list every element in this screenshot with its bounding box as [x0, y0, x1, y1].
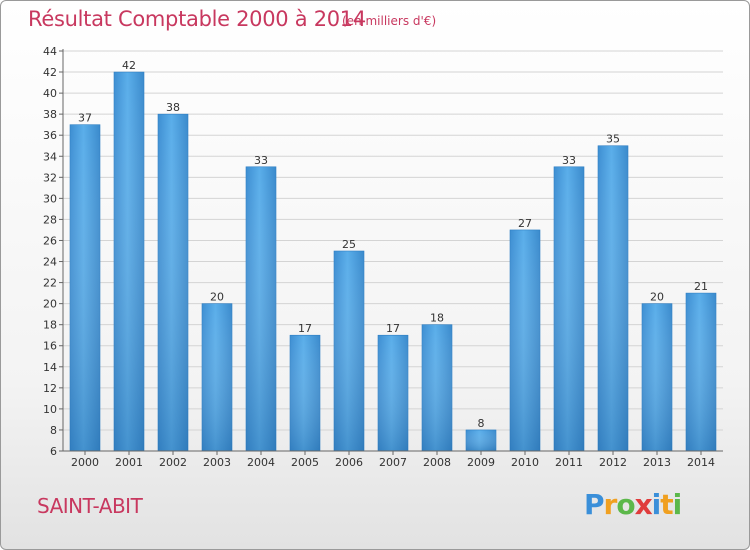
x-tick-label-2001: 2001 [115, 456, 143, 469]
y-tick-label: 40 [43, 87, 57, 100]
bar-shade [158, 114, 188, 451]
x-tick-label-2009: 2009 [467, 456, 495, 469]
x-tick-label-2003: 2003 [203, 456, 231, 469]
y-tick-label: 14 [43, 361, 57, 374]
y-tick-label: 22 [43, 277, 57, 290]
x-tick-label-2010: 2010 [511, 456, 539, 469]
y-tick-label: 24 [43, 256, 57, 269]
x-tick-label-2007: 2007 [379, 456, 407, 469]
bar-shade [114, 72, 144, 451]
bar-shade [466, 429, 496, 451]
y-tick-label: 12 [43, 382, 57, 395]
logo-letter: r [603, 488, 618, 521]
bar-shade [246, 166, 276, 451]
y-tick-label: 34 [43, 150, 57, 163]
location-name: SAINT-ABIT [37, 494, 143, 518]
logo-letter: x [634, 488, 653, 521]
value-label-2011: 33 [562, 154, 576, 167]
logo-letter: i [651, 488, 662, 521]
value-label-2003: 20 [210, 291, 224, 304]
logo-letter: i [672, 488, 683, 521]
bar-shade [334, 251, 364, 451]
logo-letter: o [616, 488, 635, 521]
y-tick-label: 32 [43, 171, 57, 184]
x-tick-label-2012: 2012 [599, 456, 627, 469]
y-tick-label: 42 [43, 66, 57, 79]
x-tick-label-2000: 2000 [71, 456, 99, 469]
y-tick-label: 18 [43, 319, 57, 332]
bar-shade [378, 335, 408, 451]
x-tick-label-2006: 2006 [335, 456, 363, 469]
value-label-2006: 25 [342, 238, 356, 251]
value-label-2014: 21 [694, 280, 708, 293]
x-tick-label-2008: 2008 [423, 456, 451, 469]
axes: 6 8 10 12 14 16 18 20 22 24 26 28 30 32 34 36 38 40 42 44 20… [43, 45, 723, 469]
y-tick-label: 36 [43, 129, 57, 142]
x-tick-label-2011: 2011 [555, 456, 583, 469]
bar-shade [686, 293, 716, 451]
value-label-2009: 8 [478, 417, 485, 430]
bar-shade [598, 145, 628, 451]
logo-letter: t [660, 488, 673, 521]
x-tick-label-2014: 2014 [687, 456, 715, 469]
value-label-2012: 35 [606, 133, 620, 146]
value-label-2002: 38 [166, 101, 180, 114]
value-label-2001: 42 [122, 59, 136, 72]
chart-subtitle: (en milliers d'€) [342, 14, 437, 28]
y-tick-label: 30 [43, 192, 57, 205]
bar-shade [290, 335, 320, 451]
value-label-2010: 27 [518, 217, 532, 230]
proxiti-logo: Proxiti [584, 488, 683, 521]
logo-letter: P [584, 488, 605, 521]
x-tick-label-2004: 2004 [247, 456, 275, 469]
value-label-2000: 37 [78, 112, 92, 125]
y-tick-label: 28 [43, 213, 57, 226]
y-tick-label: 38 [43, 108, 57, 121]
chart-title: Résultat Comptable 2000 à 2014 [28, 7, 366, 31]
value-label-2013: 20 [650, 291, 664, 304]
value-label-2004: 33 [254, 154, 268, 167]
y-tick-label: 16 [43, 340, 57, 353]
x-tick-label-2005: 2005 [291, 456, 319, 469]
x-tick-label-2002: 2002 [159, 456, 187, 469]
bar-shade [422, 324, 452, 451]
y-tick-label: 10 [43, 403, 57, 416]
value-labels: 37 42 38 20 33 17 25 17 18 8 27 33 35 20 21 [78, 59, 708, 430]
x-tick-label-2013: 2013 [643, 456, 671, 469]
y-tick-label: 6 [50, 445, 57, 458]
value-label-2007: 17 [386, 322, 400, 335]
value-label-2008: 18 [430, 312, 444, 325]
value-label-2005: 17 [298, 322, 312, 335]
y-tick-label: 26 [43, 234, 57, 247]
bar-shade [642, 303, 672, 451]
bar-shade [202, 303, 232, 451]
y-tick-label: 44 [43, 45, 57, 58]
bars [69, 71, 717, 452]
bar-shade [70, 124, 100, 452]
y-tick-label: 20 [43, 298, 57, 311]
bar-shade [510, 229, 540, 451]
bar-shade [554, 166, 584, 451]
y-tick-label: 8 [50, 424, 57, 437]
